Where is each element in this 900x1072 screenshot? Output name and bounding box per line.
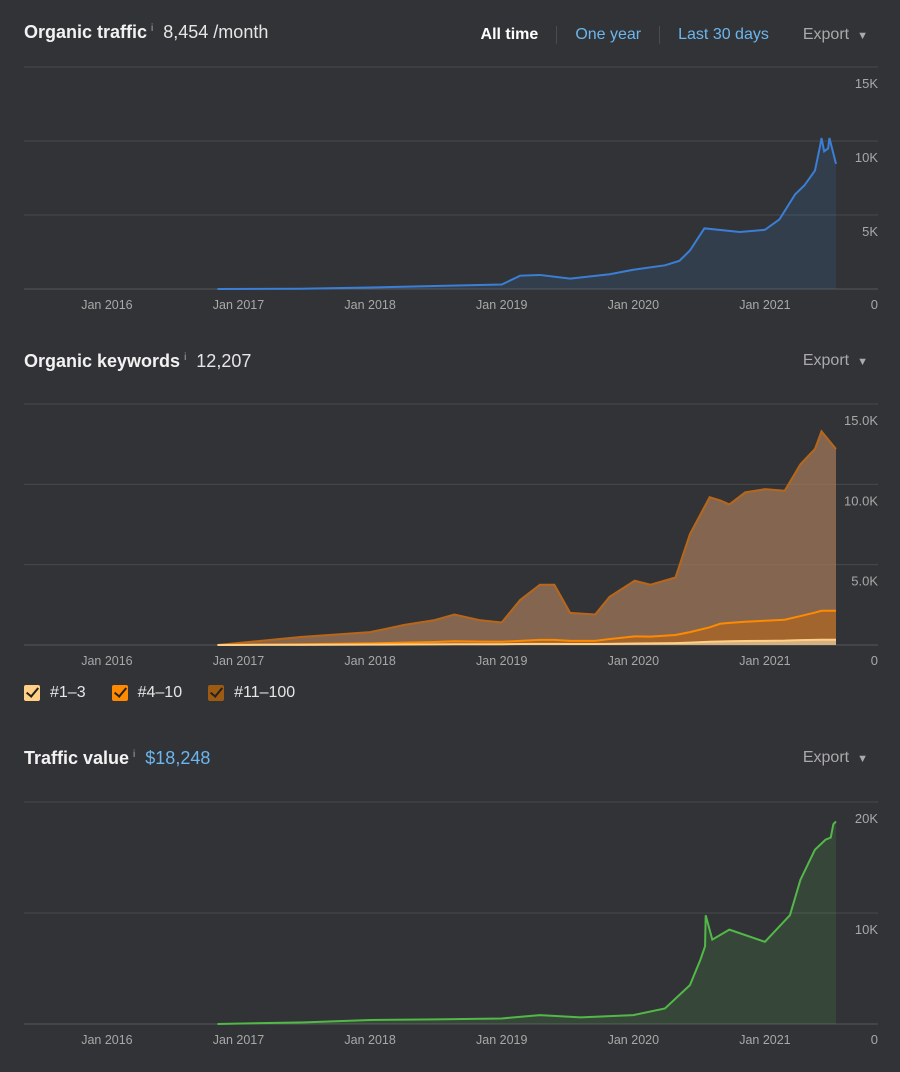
x-tick-label: Jan 2021 [739,654,790,668]
range-last-30-days[interactable]: Last 30 days [659,26,787,44]
area-fill [217,821,836,1024]
x-tick-label: Jan 2016 [81,298,132,312]
x-tick-label: Jan 2020 [608,654,659,668]
y-tick-label: 10K [855,922,878,937]
legend-item-1-3[interactable]: #1–3 [24,684,86,702]
x-tick-label: Jan 2016 [81,1033,132,1047]
chevron-down-icon: ▼ [857,753,868,765]
info-icon[interactable]: i [151,23,154,34]
organic-keywords-chart: 0 5.0K 10.0K 15.0K Jan 2016 Jan 2017 Jan 2018 J… [24,403,878,668]
organic-keywords-header: Organic keywords i 12,207 [24,351,251,372]
y-tick-label: 10K [855,150,878,165]
legend-label: #1–3 [50,684,86,701]
x-tick-label: Jan 2020 [608,1033,659,1047]
x-tick-label: Jan 2021 [739,298,790,312]
traffic-value-amount: $18,248 [145,748,211,768]
value-controls: Export ▼ [787,749,868,767]
y-tick-label: 15K [855,76,878,91]
traffic-value-header: Traffic value i $18,248 [24,748,210,769]
organic-traffic-title: Organic traffic [24,22,148,42]
y-tick-label: 5K [862,224,878,239]
info-icon[interactable]: i [184,352,187,363]
legend-item-11-100[interactable]: #11–100 [208,684,295,702]
x-tick-label: Jan 2020 [608,298,659,312]
checkbox-checked-icon[interactable] [111,685,128,701]
organic-keywords-value: 12,207 [196,351,252,371]
area-series-3 [217,431,836,645]
checkbox-checked-icon[interactable] [24,685,40,701]
keywords-legend: #1–3 #4–10 #11–100 [24,684,321,702]
area-series-2 [217,610,836,645]
keywords-controls: Export ▼ [787,352,868,370]
line-series-2 [217,609,836,646]
info-icon[interactable]: i [133,749,136,760]
series-line [217,820,837,1025]
y-tick-label: 0 [871,1032,878,1047]
y-tick-label: 5.0K [851,574,878,589]
export-button[interactable]: Export ▼ [803,26,868,44]
x-tick-label: Jan 2017 [213,1033,264,1047]
x-tick-label: Jan 2018 [344,654,395,668]
x-tick-label: Jan 2018 [344,298,395,312]
x-tick-label: Jan 2017 [213,298,264,312]
chevron-down-icon: ▼ [857,356,868,368]
x-tick-label: Jan 2021 [739,1033,790,1047]
export-label: Export [802,26,850,43]
range-one-year[interactable]: One year [556,26,659,44]
organic-traffic-value: 8,454 /month [163,22,269,42]
legend-item-4-10[interactable]: #4–10 [111,684,183,702]
traffic-value-title: Traffic value [24,748,130,768]
y-tick-label: 20K [855,811,878,826]
checkbox-checked-icon[interactable] [208,685,225,701]
x-tick-label: Jan 2017 [213,654,264,668]
line-series-3 [217,429,837,646]
y-tick-label: 0 [871,653,878,668]
y-tick-label: 10.0K [844,493,878,508]
chevron-down-icon: ▼ [857,30,868,42]
traffic-controls: All time One year Last 30 days Export ▼ [481,26,868,44]
x-tick-label: Jan 2018 [344,1033,395,1047]
range-all-time[interactable]: All time [480,26,539,43]
export-button[interactable]: Export ▼ [803,749,868,767]
x-tick-label: Jan 2019 [476,654,527,668]
line-series-1 [217,638,836,646]
legend-label: #4–10 [137,684,183,701]
organic-traffic-header: Organic traffic i 8,454 /month [24,22,268,43]
organic-traffic-chart: 0 5K 10K 15K Jan 2016 Jan 2017 Jan 2018 Jan 201… [24,66,878,312]
y-tick-label: 0 [871,297,878,312]
legend-label: #11–100 [234,684,296,701]
x-tick-label: Jan 2016 [81,654,132,668]
series-line [217,137,837,290]
x-tick-label: Jan 2019 [476,1033,527,1047]
export-label: Export [802,352,850,369]
area-fill [217,138,836,289]
y-tick-label: 15.0K [844,413,878,428]
export-label: Export [802,749,850,766]
export-button[interactable]: Export ▼ [803,352,868,370]
traffic-value-chart: 0 10K 20K Jan 2016 Jan 2017 Jan 2018 Jan 2019 J… [24,801,878,1047]
organic-keywords-title: Organic keywords [24,351,181,371]
x-tick-label: Jan 2019 [476,298,527,312]
